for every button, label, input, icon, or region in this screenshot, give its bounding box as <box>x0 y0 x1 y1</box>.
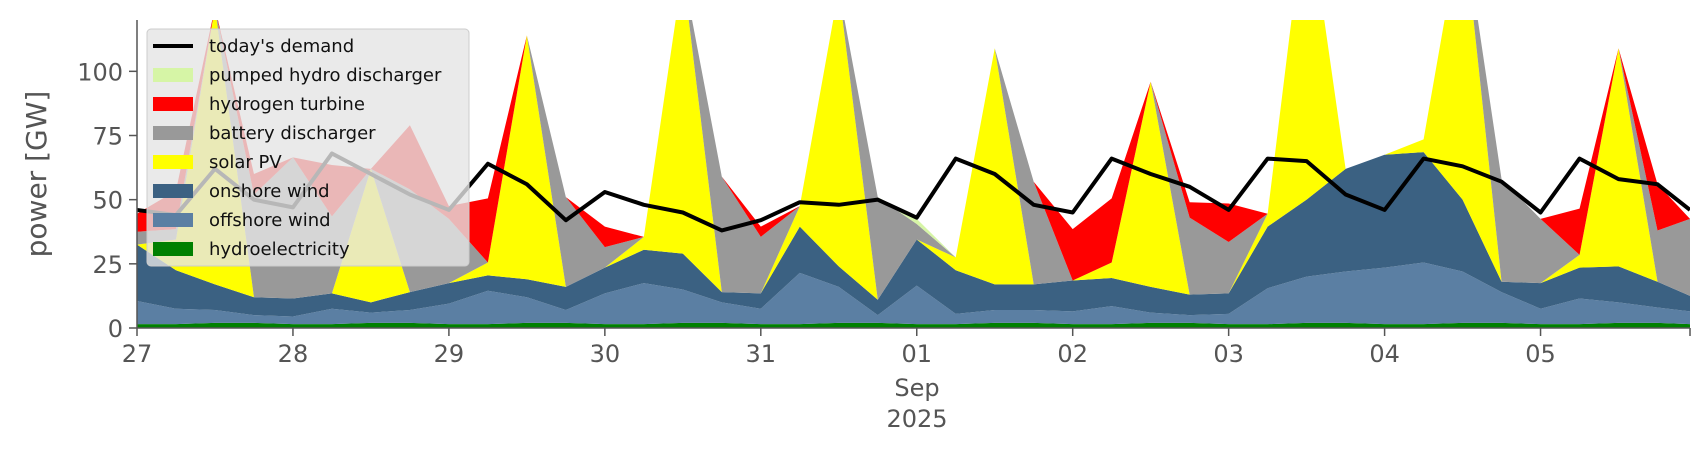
legend-swatch <box>153 184 193 198</box>
legend-swatch <box>153 97 193 111</box>
legend-swatch <box>153 155 193 169</box>
x-tick-label: 28 <box>278 340 309 368</box>
legend-swatch <box>153 126 193 140</box>
x-axis-month-label: Sep <box>894 374 939 402</box>
y-axis-label: power [GW] <box>20 91 53 258</box>
x-tick-label: 05 <box>1525 340 1556 368</box>
y-tick-label: 100 <box>77 58 123 86</box>
x-tick-label: 31 <box>746 340 777 368</box>
area-hydroelectricity <box>137 322 1690 328</box>
legend-label: solar PV <box>209 152 282 173</box>
x-tick-label: 29 <box>434 340 465 368</box>
legend-swatch <box>153 242 193 256</box>
legend-label: today's demand <box>209 36 354 57</box>
x-tick-label: 30 <box>590 340 621 368</box>
x-tick-label: 27 <box>122 340 153 368</box>
legend-label: onshore wind <box>209 181 330 202</box>
areas-layer <box>137 20 1690 328</box>
y-tick-label: 50 <box>92 187 123 215</box>
x-tick-label: 03 <box>1213 340 1244 368</box>
legend-label: pumped hydro discharger <box>209 65 442 86</box>
y-tick-label: 25 <box>92 251 123 279</box>
area-offshore-wind <box>137 262 1690 325</box>
legend-label: battery discharger <box>209 123 376 144</box>
area-battery-discharger <box>137 20 1690 300</box>
legend-swatch <box>153 213 193 227</box>
legend: today's demand pumped hydro discharger hyd… <box>146 28 470 267</box>
legend-swatch <box>153 68 193 82</box>
area-onshore-wind <box>137 152 1690 317</box>
legend-label: hydroelectricity <box>209 239 350 260</box>
x-tick-label: 02 <box>1057 340 1088 368</box>
x-tick-label: 04 <box>1369 340 1400 368</box>
axes-layer: 0 25 50 75 100 27 28 29 30 31 01 02 03 04 05 <box>77 20 1691 368</box>
legend-label: offshore wind <box>209 210 331 231</box>
y-tick-label: 75 <box>92 123 123 151</box>
y-tick-label: 0 <box>108 315 123 343</box>
x-axis-year-label: 2025 <box>886 405 947 433</box>
legend-box <box>146 28 470 267</box>
area-solar-pv <box>137 20 1690 303</box>
x-tick-label: 01 <box>901 340 932 368</box>
legend-label: hydrogen turbine <box>209 94 365 115</box>
